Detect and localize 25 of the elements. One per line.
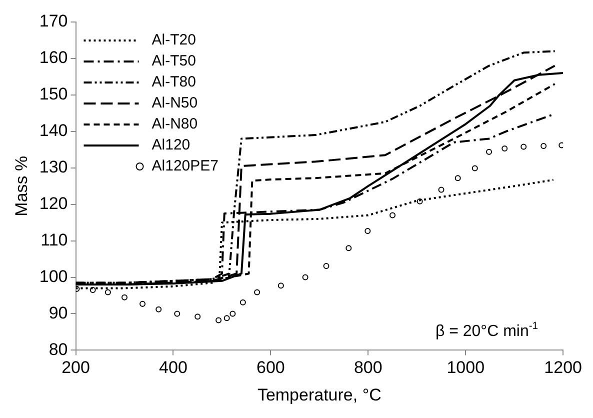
x-tick-label: 600 [256, 358, 285, 378]
y-tick-label: 80 [48, 340, 68, 359]
y-tick-label: 110 [40, 230, 68, 250]
legend-label: Al-N50 [152, 94, 198, 112]
x-tick-label: 1000 [446, 358, 485, 378]
legend-label: Al120 [152, 136, 190, 154]
x-tick-label: 1200 [544, 358, 582, 378]
y-axis-title: Mass % [12, 156, 31, 216]
x-tick-label: 800 [354, 358, 382, 378]
x-axis-title: Temperature, °C [257, 385, 382, 404]
legend-label: Al-N80 [152, 116, 198, 133]
legend-label: Al120PE7 [152, 158, 218, 175]
y-tick-label: 170 [39, 12, 68, 31]
legend-label: Al-T80 [152, 74, 196, 91]
x-tick-label: 200 [62, 358, 90, 378]
y-tick-label: 140 [39, 121, 68, 140]
y-tick-label: 150 [39, 84, 68, 104]
y-tick-label: 100 [39, 266, 68, 286]
y-tick-label: 90 [48, 303, 68, 322]
legend-label: Al-T20 [152, 32, 196, 49]
y-tick-label: 120 [39, 194, 68, 214]
y-tick-label: 130 [39, 158, 68, 177]
x-tick-label: 400 [159, 358, 188, 378]
y-tick-label: 160 [39, 48, 68, 68]
legend-label: Al-T50 [152, 52, 196, 70]
